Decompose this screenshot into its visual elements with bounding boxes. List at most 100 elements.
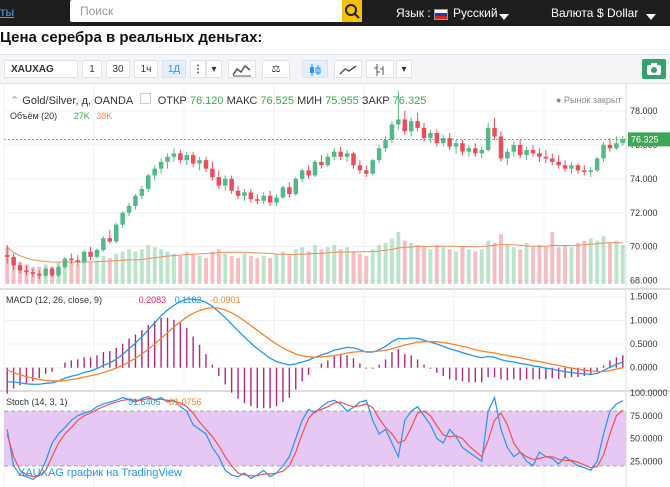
candle-body: [235, 190, 241, 196]
candle-body: [370, 160, 375, 174]
more-intervals-icon[interactable]: ⋮: [190, 60, 206, 78]
legend-title: Gold/Silver, д, OANDA: [22, 95, 133, 107]
volume-bar: [242, 253, 247, 284]
candle-body: [344, 153, 350, 157]
candle-body: [133, 195, 138, 206]
language-select[interactable]: Русский: [453, 6, 498, 20]
candle-body: [607, 144, 613, 149]
page-title: Цена серебра в реальных деньгах:: [0, 29, 263, 46]
volume-bar: [428, 249, 433, 284]
interval-1h[interactable]: 1ч: [134, 60, 158, 78]
stoch-label: Stoch (14, 3, 1): [6, 397, 68, 407]
candle-body: [88, 251, 93, 257]
candle-body: [287, 187, 292, 195]
volume-bar: [614, 240, 619, 284]
header-link[interactable]: ты: [0, 5, 15, 19]
volume-bar: [595, 240, 600, 284]
candles-style-icon[interactable]: [302, 60, 328, 78]
volume-bar: [293, 249, 298, 284]
interval-30[interactable]: 30: [106, 60, 130, 78]
volume-bar: [402, 240, 407, 284]
stoch-d-line: [6, 397, 624, 478]
volume-bar: [236, 258, 240, 284]
candle-body: [389, 124, 395, 140]
chart-toolbar: XAUXAG 1 30 1ч 1Д ⋮ ▾ ⚖ ▾: [0, 55, 670, 84]
compare-icon[interactable]: ⚖: [262, 60, 290, 78]
candle-body: [530, 149, 536, 154]
volume-bar: [101, 255, 106, 284]
volume-bar: [306, 251, 311, 284]
candle-body: [511, 144, 517, 152]
candle-body: [216, 177, 222, 186]
search-input[interactable]: Поиск: [80, 4, 114, 18]
search-box[interactable]: Поиск: [70, 0, 362, 22]
indicators-icon[interactable]: [228, 60, 256, 78]
candle-body: [312, 161, 318, 176]
tradingview-watermark[interactable]: XAUXAG график на TradingView: [18, 467, 182, 479]
candle-body: [261, 195, 266, 201]
high-label: МАКС: [226, 95, 258, 107]
volume-bar: [499, 234, 503, 284]
intervals-dropdown-icon[interactable]: ▾: [206, 60, 222, 78]
volume-bar: [255, 258, 260, 284]
volume-bar: [120, 251, 125, 284]
volume-bar: [223, 253, 228, 284]
volume-bar: [268, 258, 273, 284]
volume-bar: [537, 245, 542, 284]
candle-body: [146, 175, 151, 189]
volume-bar: [62, 260, 67, 284]
currency-chevron-down-icon[interactable]: [646, 9, 656, 23]
volume-bar: [332, 245, 337, 284]
stoch-band: [4, 411, 626, 466]
volume-bar: [216, 249, 221, 284]
candle-body: [351, 153, 356, 166]
volume-bar: [608, 242, 612, 284]
symbol-input[interactable]: XAUXAG: [4, 60, 78, 78]
candle-body: [184, 155, 189, 161]
volume-bar: [460, 247, 465, 284]
volume-bar: [531, 247, 535, 284]
candle-body: [376, 148, 382, 161]
volume-bar: [204, 258, 208, 284]
candle-body: [485, 127, 491, 150]
volume-bar: [454, 251, 458, 284]
collapse-icon[interactable]: ⌃: [10, 95, 20, 107]
snapshot-button[interactable]: [642, 59, 666, 79]
currency-select[interactable]: $ Dollar: [597, 6, 639, 20]
volume-bar: [338, 249, 343, 284]
volume-bar: [505, 245, 510, 284]
candle-body: [293, 178, 299, 195]
volume-bar: [319, 249, 324, 284]
candle-body: [562, 165, 568, 169]
macd-value-2: 0.1182: [174, 295, 202, 305]
currency-label: Валюта :: [551, 6, 601, 20]
candle-body: [505, 151, 510, 159]
candle-body: [274, 197, 279, 203]
candle-body: [139, 189, 145, 196]
stoch-tick-label: 50.0000: [630, 434, 663, 444]
candle-body: [17, 265, 23, 271]
chart-style-dropdown-icon[interactable]: ▾: [396, 60, 412, 78]
candle-body: [190, 155, 196, 164]
interval-1[interactable]: 1: [82, 60, 102, 78]
stoch-tick-label: 75.0000: [630, 411, 663, 421]
volume-bar: [563, 245, 568, 284]
candle-body: [453, 143, 459, 147]
macd-tick-label: 1.0000: [630, 315, 658, 325]
last-price-tag: [628, 132, 670, 147]
candle-body: [152, 168, 157, 176]
volume-bar: [357, 253, 362, 284]
chart-area[interactable]: 78.00076.00074.00072.00070.00068.0001.50…: [0, 84, 670, 487]
settings-icon[interactable]: [139, 93, 151, 104]
language-chevron-down-icon[interactable]: [499, 9, 509, 23]
price-tick-label: 78.000: [630, 106, 658, 116]
search-button[interactable]: [342, 0, 362, 22]
volume-bar: [473, 251, 478, 284]
candle-body: [11, 256, 16, 266]
main-legend: ⌃ Gold/Silver, д, OANDA ОТКР 76.120 МАКС…: [10, 93, 426, 107]
volume-value-b: 38K: [96, 111, 113, 121]
interval-1d[interactable]: 1Д: [162, 60, 186, 78]
camera-icon: [647, 63, 661, 75]
bars-style-icon[interactable]: [366, 60, 394, 78]
area-style-icon[interactable]: [334, 60, 362, 78]
